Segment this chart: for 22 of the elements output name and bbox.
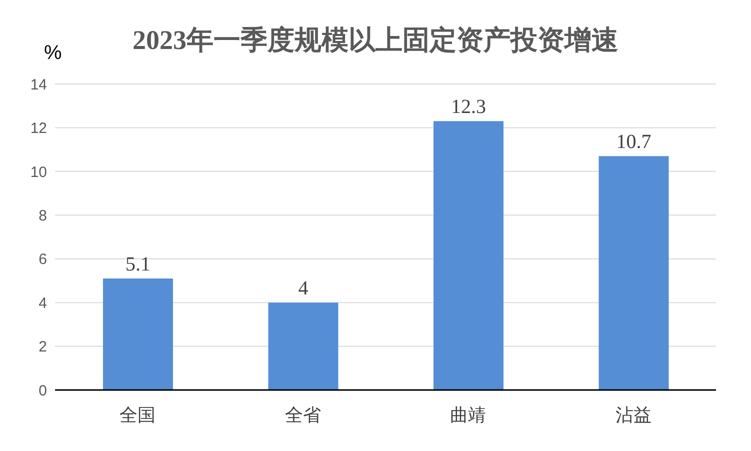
y-tick-label: 2 [38,338,47,356]
y-tick-label: 14 [30,76,47,94]
y-tick-label: 12 [30,120,47,138]
chart-title: 2023年一季度规模以上固定资产投资增速 [132,25,618,55]
bar [434,121,504,390]
data-label: 5.1 [126,254,150,276]
y-tick-label: 6 [38,251,47,268]
data-label: 4 [298,278,308,300]
x-tick-label: 全省 [284,404,321,425]
bar [103,278,173,390]
bar [598,156,669,390]
data-label: 10.7 [616,131,652,154]
bar [268,302,338,390]
y-axis-title: % [44,42,62,65]
y-tick-label: 0 [38,382,47,400]
y-tick-label: 4 [38,294,47,312]
x-tick-label: 全国 [120,404,156,425]
data-label: 12.3 [451,96,486,118]
x-tick-label: 沾益 [615,404,652,425]
x-tick-label: 曲靖 [450,404,486,425]
y-tick-label: 8 [38,207,47,224]
y-tick-label: 10 [30,164,47,181]
